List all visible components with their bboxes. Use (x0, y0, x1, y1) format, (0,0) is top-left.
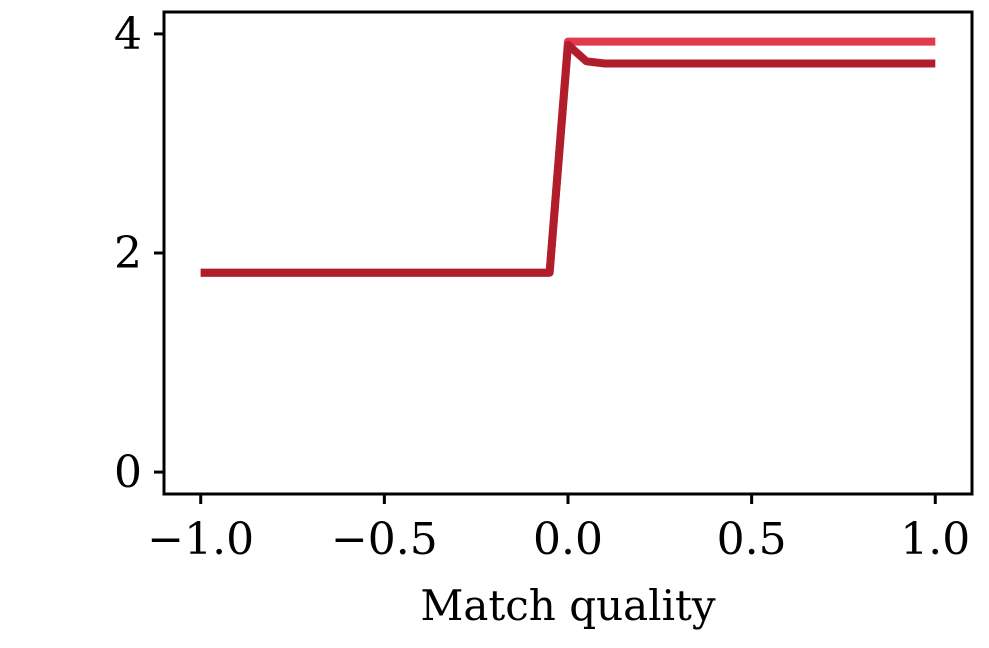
x-tick-label: 0.5 (717, 514, 787, 565)
y-tick-label: 2 (114, 228, 142, 279)
y-tick-label: 4 (114, 9, 142, 60)
series-line-2 (200, 40, 936, 277)
x-tick-label: −1.0 (147, 514, 254, 565)
series-layer (200, 37, 936, 277)
x-tick-label: 1.0 (900, 514, 970, 565)
y-tick-label: 0 (114, 447, 142, 498)
x-axis: −1.0 −0.5 0.0 0.5 1.0 (147, 494, 970, 565)
y-axis: 0 2 4 (114, 9, 164, 498)
x-tick-label: −0.5 (331, 514, 438, 565)
x-tick-label: 0.0 (533, 514, 603, 565)
x-axis-label: Match quality (420, 581, 716, 630)
